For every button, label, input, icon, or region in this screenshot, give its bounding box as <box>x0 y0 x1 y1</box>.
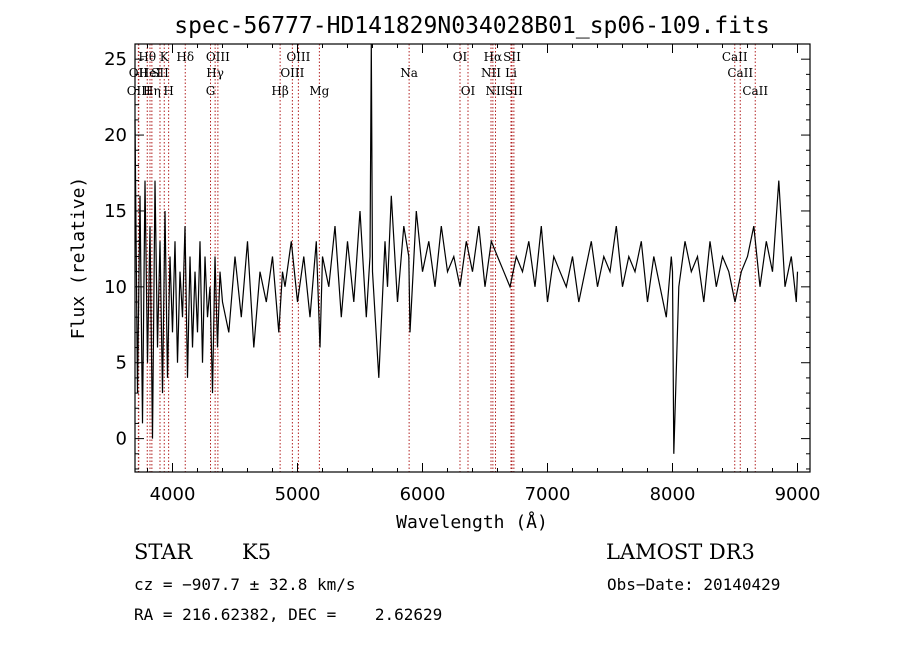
spectral-line-label: OIII <box>127 84 151 98</box>
y-tick-label: 5 <box>116 353 127 374</box>
spectral-line-label: HeI <box>139 66 162 80</box>
spectral-line-label: SII <box>151 66 169 80</box>
spectral-line-label: CaII <box>722 50 748 64</box>
spectral-line-label: Li <box>505 66 517 80</box>
x-tick-label: 4000 <box>150 484 196 505</box>
spectral-line-label: OI <box>453 50 468 64</box>
x-tick-label: 8000 <box>650 484 696 505</box>
spectral-line-label: CaII <box>742 84 768 98</box>
x-axis-ticks: 4000 5000 6000 7000 8000 9000 <box>147 44 821 505</box>
spectral-line-label: OIII <box>206 50 230 64</box>
object-type: STAR <box>134 540 193 564</box>
spectral-line-label: CaII <box>727 66 753 80</box>
survey-name: LAMOST DR3 <box>606 540 755 564</box>
y-tick-label: 10 <box>104 277 127 298</box>
spectral-line-label: Hθ <box>138 50 156 64</box>
observation-date: Obs−Date: 20140429 <box>607 575 781 594</box>
spectral-line-label: OIII <box>280 66 304 80</box>
spectral-line-label: Na <box>400 66 418 80</box>
y-tick-label: 0 <box>116 429 127 450</box>
spectral-line-label: G <box>206 84 216 98</box>
y-axis-label: Flux (relative) <box>68 177 89 340</box>
x-tick-label: 7000 <box>525 484 571 505</box>
y-axis-ticks: 0 5 10 15 20 25 <box>104 43 810 470</box>
spectral-line-label: NII <box>486 84 506 98</box>
y-tick-label: 25 <box>104 49 127 70</box>
spectral-line-labels: Hθ OII OIII HeI Hη K SII H Hδ OIII Hγ G OIII OIII Hβ Mg… <box>127 50 769 98</box>
y-tick-label: 15 <box>104 201 127 222</box>
spectral-line-label: K <box>160 50 170 64</box>
x-tick-label: 6000 <box>400 484 446 505</box>
spectral-line-label: NII <box>481 66 501 80</box>
spectral-line-label: OII <box>129 66 149 80</box>
spectral-line-label: Hα <box>484 50 503 64</box>
spectrum-line <box>134 43 799 454</box>
spectral-line-label: Hγ <box>206 66 224 80</box>
spectral-line-label: SII <box>503 50 521 64</box>
spectral-line-label: OI <box>461 84 476 98</box>
chart-title: spec-56777-HD141829N034028B01_sp06-109.f… <box>174 13 769 39</box>
spectral-line-label: Mg <box>309 84 329 98</box>
spectral-line-label: SII <box>505 84 523 98</box>
spectral-line-label: Hβ <box>271 84 288 98</box>
x-tick-label: 5000 <box>275 484 321 505</box>
y-tick-label: 20 <box>104 125 127 146</box>
spectral-line-label: Hη <box>143 84 161 98</box>
coordinates: RA = 216.62382, DEC = 2.62629 <box>134 605 443 624</box>
spectral-line-label: OIII <box>286 50 310 64</box>
spectral-class: K5 <box>242 540 272 564</box>
spectral-line-markers <box>137 44 756 472</box>
spectral-line-label: Hδ <box>176 50 194 64</box>
spectral-line-label: H <box>163 84 173 98</box>
x-axis-label: Wavelength (Å) <box>396 511 548 533</box>
x-tick-label: 9000 <box>775 484 821 505</box>
redshift-cz: cz = −907.7 ± 32.8 km/s <box>134 575 356 594</box>
